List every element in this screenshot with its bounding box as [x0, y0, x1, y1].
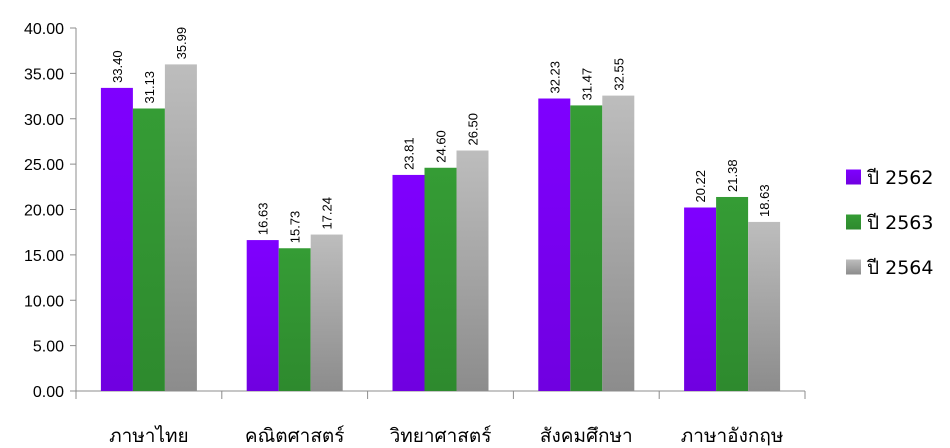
bar	[570, 105, 603, 391]
data-label: 33.40	[110, 50, 125, 83]
y-tick-label: 30.00	[24, 112, 64, 129]
y-tick-label: 15.00	[24, 248, 64, 265]
data-labels: 33.40 31.13 35.99 16.63 15.73 17.24 23.81 24.60…	[110, 27, 772, 243]
bar	[456, 150, 489, 391]
legend-swatch	[846, 259, 861, 275]
y-tick-label: 20.00	[24, 203, 64, 220]
data-label: 16.63	[256, 203, 271, 236]
x-category-label: สังคมศึกษา	[540, 425, 633, 447]
bar	[100, 87, 133, 392]
bar	[684, 207, 717, 391]
data-label: 26.50	[466, 113, 481, 146]
y-tick-label: 10.00	[24, 293, 64, 310]
x-category-label: วิทยาศาสตร์	[389, 425, 491, 447]
data-label: 32.55	[611, 58, 626, 91]
bar	[278, 248, 311, 391]
y-tick-label: 5.00	[33, 339, 64, 356]
data-label: 24.60	[434, 130, 449, 163]
bar	[392, 174, 425, 391]
bar	[538, 98, 571, 391]
data-label: 31.13	[142, 71, 157, 104]
y-tick-label: 0.00	[33, 384, 64, 401]
bar	[716, 196, 749, 391]
bar	[748, 221, 781, 391]
data-label: 31.47	[579, 68, 594, 101]
data-label: 35.99	[174, 27, 189, 60]
y-tick-label: 35.00	[24, 66, 64, 83]
data-label: 15.73	[288, 211, 303, 244]
bar	[602, 95, 635, 391]
data-label: 20.22	[693, 170, 708, 203]
legend: ปี 2562 ปี 2563 ปี 2564	[846, 167, 933, 279]
bar	[164, 64, 197, 391]
bar	[246, 240, 279, 391]
axes: 0.00 5.00 10.00 15.00 20.00 25.00 30.00 35.00 40…	[24, 21, 806, 447]
y-tick-label: 40.00	[24, 21, 64, 38]
x-category-label: ภาษาไทย	[109, 425, 189, 447]
data-label: 21.38	[725, 159, 740, 192]
data-label: 23.81	[402, 137, 417, 170]
x-category-label: ภาษาอังกฤษ	[681, 425, 784, 447]
legend-label: ปี 2562	[866, 167, 933, 189]
bars	[100, 64, 781, 392]
data-label: 32.23	[547, 61, 562, 94]
data-label: 17.24	[320, 197, 335, 230]
legend-label: ปี 2564	[866, 257, 933, 279]
legend-swatch	[846, 214, 861, 230]
x-category-label: คณิตศาสตร์	[245, 425, 345, 447]
bar	[132, 108, 165, 392]
bar	[310, 234, 343, 391]
data-label: 18.63	[757, 184, 772, 217]
legend-label: ปี 2563	[866, 212, 933, 234]
bar	[424, 167, 457, 391]
legend-swatch	[846, 169, 861, 185]
y-tick-label: 25.00	[24, 157, 64, 174]
